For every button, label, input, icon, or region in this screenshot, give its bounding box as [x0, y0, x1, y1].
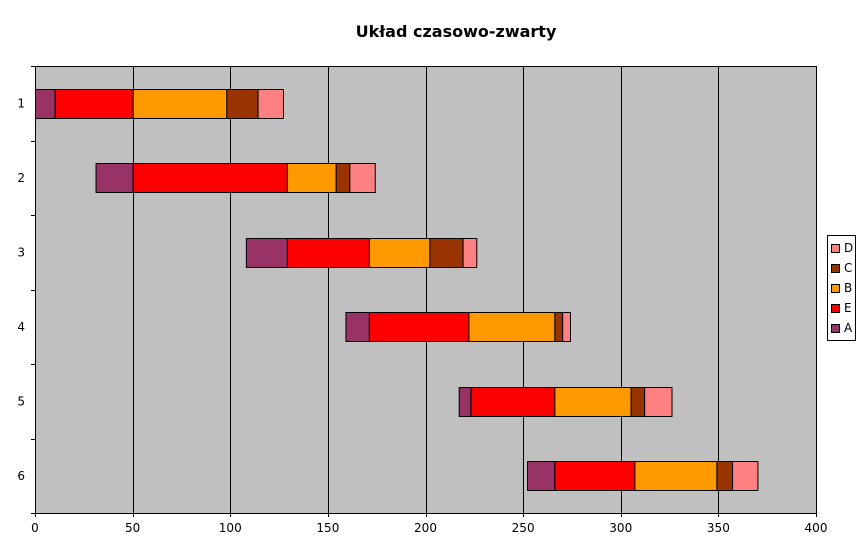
- y-category-label: 2: [17, 171, 25, 185]
- bar-segment-c: [630, 387, 646, 417]
- bar-segment-d: [257, 89, 284, 119]
- y-category-label: 5: [17, 394, 25, 408]
- bar-segment-a: [35, 89, 56, 119]
- plot-background: [35, 66, 816, 513]
- y-category-label: 4: [17, 320, 25, 334]
- legend-item-e: E: [831, 300, 857, 315]
- bar-segment-e: [554, 461, 636, 491]
- grid-lines: [133, 66, 719, 513]
- bar-segment-d: [462, 238, 478, 268]
- bar-segment-c: [429, 238, 464, 268]
- legend-item-d: D: [831, 240, 857, 255]
- legend-swatch: [831, 304, 840, 313]
- legend-label: B: [844, 281, 853, 295]
- bar-segment-a: [527, 461, 556, 491]
- bar-segment-d: [644, 387, 673, 417]
- y-tick-labels: 1 2 3 4 5 6: [17, 96, 25, 483]
- legend-label: E: [844, 301, 852, 315]
- y-category-label: 3: [17, 245, 25, 259]
- bar-segment-d: [732, 461, 759, 491]
- legend-item-a: A: [831, 320, 857, 335]
- bar-segment-b: [634, 461, 718, 491]
- chart-title: Układ czasowo-zwarty: [355, 22, 557, 41]
- legend-swatch: [831, 244, 840, 253]
- legend-label: C: [844, 261, 853, 275]
- bar-segment-e: [286, 238, 370, 268]
- legend-label: D: [844, 241, 854, 255]
- x-tick-label: 250: [512, 521, 535, 535]
- legend-swatch: [831, 264, 840, 273]
- x-tick-label: 200: [414, 521, 437, 535]
- x-tick-label: 400: [805, 521, 828, 535]
- axes: [31, 66, 817, 517]
- bar-segment-d: [349, 163, 376, 193]
- bar-segment-a: [345, 312, 370, 342]
- x-tick-label: 350: [707, 521, 730, 535]
- bar-segment-b: [468, 312, 556, 342]
- bar-segment-c: [716, 461, 734, 491]
- bar-segment-c: [335, 163, 351, 193]
- x-tick-label: 300: [609, 521, 632, 535]
- bar-segment-e: [54, 89, 134, 119]
- bar-segment-a: [245, 238, 288, 268]
- bars: [35, 89, 759, 491]
- legend-item-b: B: [831, 280, 857, 295]
- y-category-label: 6: [17, 469, 25, 483]
- bar-segment-e: [132, 163, 288, 193]
- bar-segment-d: [562, 312, 571, 342]
- bar-segment-c: [226, 89, 259, 119]
- bar-segment-b: [554, 387, 632, 417]
- y-category-label: 1: [17, 96, 25, 110]
- bar-segment-b: [132, 89, 228, 119]
- x-tick-label: 150: [316, 521, 339, 535]
- x-tick-label: 50: [125, 521, 140, 535]
- bar-segment-e: [368, 312, 470, 342]
- legend-swatch: [831, 324, 840, 333]
- bar-segment-e: [470, 387, 556, 417]
- legend-label: A: [844, 321, 853, 335]
- x-tick-label: 0: [31, 521, 39, 535]
- bar-segment-a: [95, 163, 134, 193]
- x-tick-label: 100: [219, 521, 242, 535]
- legend-swatch: [831, 284, 840, 293]
- bar-segment-a: [458, 387, 472, 417]
- bar-segment-c: [554, 312, 564, 342]
- legend-item-c: C: [831, 260, 857, 275]
- x-tick-labels: 0 50 100 150 200 250 300 350 400: [31, 521, 827, 535]
- bar-segment-b: [286, 163, 337, 193]
- bar-segment-b: [368, 238, 431, 268]
